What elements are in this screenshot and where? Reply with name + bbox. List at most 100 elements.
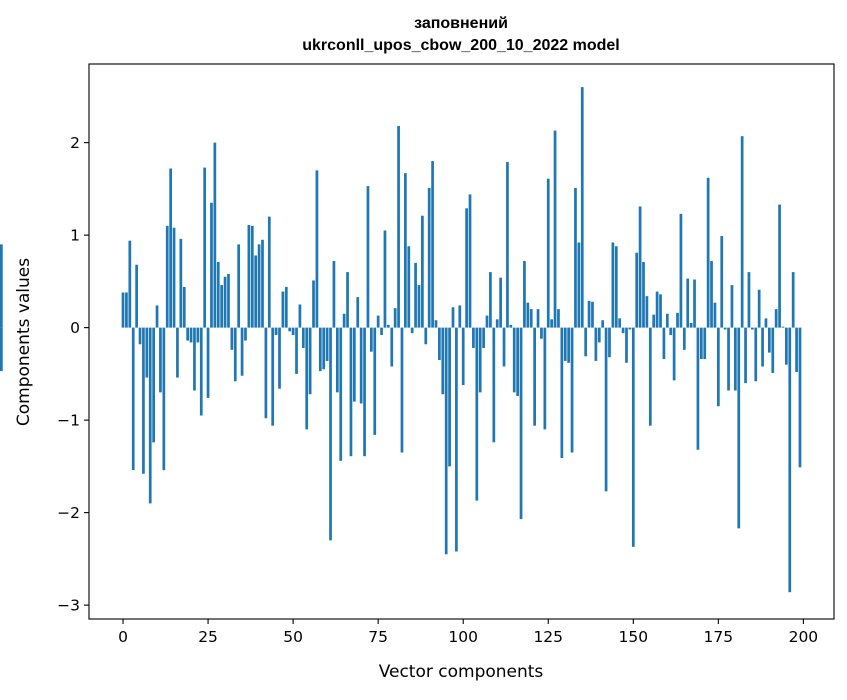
y-axis-label: Components values bbox=[14, 258, 34, 426]
bar bbox=[737, 327, 741, 529]
x-tick-label: 200 bbox=[789, 628, 819, 646]
bar bbox=[567, 327, 571, 363]
bar bbox=[468, 194, 472, 328]
bar bbox=[529, 309, 533, 328]
bar bbox=[482, 327, 485, 348]
bar bbox=[448, 327, 451, 467]
bar bbox=[346, 272, 349, 328]
bar bbox=[404, 173, 407, 328]
bar bbox=[318, 327, 322, 372]
bar bbox=[546, 178, 550, 328]
bar bbox=[179, 238, 183, 328]
bar bbox=[591, 301, 594, 328]
bar bbox=[393, 308, 397, 328]
bar bbox=[376, 315, 380, 328]
bar bbox=[611, 242, 615, 328]
bar bbox=[213, 142, 217, 328]
bar bbox=[642, 261, 645, 328]
bar bbox=[193, 327, 196, 391]
bar bbox=[216, 261, 220, 328]
bar bbox=[492, 327, 496, 443]
bar bbox=[390, 327, 394, 367]
bar bbox=[682, 327, 686, 350]
bar bbox=[628, 327, 632, 330]
bar bbox=[220, 285, 224, 328]
bar bbox=[648, 327, 652, 426]
bar bbox=[176, 327, 179, 378]
bar bbox=[553, 130, 557, 328]
bar bbox=[625, 327, 628, 363]
bar bbox=[516, 327, 519, 397]
bars-layer bbox=[0, 87, 802, 593]
bar bbox=[145, 327, 149, 378]
bar bbox=[332, 261, 336, 328]
bar bbox=[652, 314, 656, 328]
y-tick-label: 1 bbox=[70, 227, 80, 245]
bar bbox=[676, 312, 679, 328]
bar bbox=[781, 326, 785, 328]
bar bbox=[247, 224, 251, 328]
bar bbox=[659, 294, 662, 328]
bar bbox=[665, 313, 669, 328]
bar bbox=[512, 327, 516, 393]
bar bbox=[764, 318, 768, 328]
bar bbox=[383, 230, 387, 328]
bar bbox=[774, 309, 778, 328]
x-tick-label: 100 bbox=[448, 628, 478, 646]
bar bbox=[240, 327, 244, 376]
bar bbox=[478, 327, 482, 393]
x-tick-label: 0 bbox=[118, 628, 128, 646]
bar bbox=[550, 319, 554, 328]
bar bbox=[421, 215, 424, 328]
bar bbox=[424, 327, 428, 345]
x-tick-label: 150 bbox=[618, 628, 648, 646]
bar bbox=[526, 302, 530, 328]
plot-frame bbox=[88, 63, 835, 620]
x-tick-label: 175 bbox=[704, 628, 734, 646]
bar bbox=[587, 300, 591, 328]
bar bbox=[458, 305, 462, 328]
bar bbox=[614, 246, 618, 328]
chart-title-line-2: ukrconll_upos_cbow_200_10_2022 model bbox=[302, 37, 619, 54]
bar bbox=[162, 327, 166, 471]
bar bbox=[574, 187, 577, 328]
bar bbox=[768, 327, 771, 353]
bar bbox=[0, 327, 3, 372]
bar bbox=[267, 216, 271, 328]
bar bbox=[672, 327, 676, 381]
bar bbox=[363, 327, 366, 457]
bar bbox=[182, 286, 186, 328]
bar bbox=[414, 262, 417, 328]
bar bbox=[540, 327, 543, 339]
bar bbox=[329, 327, 332, 541]
bar bbox=[244, 327, 247, 341]
bar bbox=[281, 291, 285, 328]
bar bbox=[557, 309, 560, 328]
bar bbox=[785, 327, 788, 365]
bar bbox=[638, 206, 642, 328]
bar bbox=[744, 327, 747, 384]
bar bbox=[199, 327, 203, 416]
bar bbox=[509, 324, 513, 328]
bar bbox=[655, 291, 659, 328]
bar bbox=[298, 304, 302, 328]
bar bbox=[257, 244, 261, 328]
bar bbox=[733, 327, 737, 391]
bar bbox=[288, 327, 292, 332]
bar bbox=[274, 327, 278, 336]
y-tick-label: −3 bbox=[57, 597, 80, 615]
bar bbox=[686, 278, 690, 328]
chart-title-line-1: заповнений bbox=[414, 15, 508, 32]
bar bbox=[172, 227, 176, 328]
bar bbox=[431, 161, 434, 328]
bar bbox=[131, 327, 135, 471]
bar bbox=[342, 313, 346, 328]
bar bbox=[125, 292, 128, 328]
bar bbox=[441, 327, 445, 395]
bar bbox=[723, 327, 727, 330]
y-tick-label: −1 bbox=[57, 412, 80, 430]
bar bbox=[210, 202, 213, 328]
bar bbox=[662, 327, 666, 360]
x-tick-label: 125 bbox=[533, 628, 563, 646]
bar bbox=[495, 319, 499, 328]
